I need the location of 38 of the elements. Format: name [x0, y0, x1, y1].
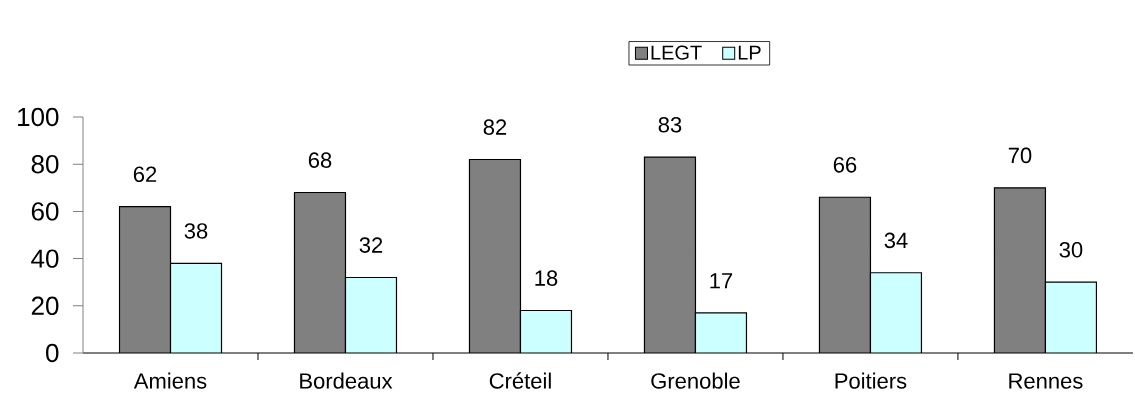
data-label: 82	[483, 119, 507, 135]
data-label: 17	[710, 273, 733, 289]
bar	[870, 272, 922, 353]
data-label: 83	[658, 116, 682, 133]
bar	[345, 277, 397, 353]
data-label: 68	[308, 152, 332, 168]
bar	[819, 197, 871, 353]
y-tick-label: 60	[31, 202, 59, 221]
bar	[993, 187, 1047, 353]
data-label: 18	[535, 270, 558, 286]
data-label: 38	[184, 223, 208, 239]
y-tick-label: 20	[31, 296, 59, 315]
data-label: 34	[884, 232, 908, 249]
bar	[469, 159, 521, 353]
x-tick-label: Amiens	[133, 372, 207, 389]
y-tick-label: 0	[46, 343, 59, 363]
x-tick-label: Rennes	[1009, 373, 1083, 389]
y-tick-label: 40	[31, 249, 59, 268]
x-tick-label: Bordeaux	[300, 372, 393, 389]
bar	[170, 263, 222, 353]
data-label: 66	[833, 157, 857, 173]
legend-label: LP	[738, 45, 761, 60]
x-tick-label: Créteil	[489, 372, 551, 389]
x-tick-label: Poitiers	[835, 372, 907, 389]
bar	[119, 206, 171, 353]
data-label: 62	[133, 166, 157, 183]
bar	[1044, 281, 1098, 353]
y-tick-label: 80	[31, 154, 59, 174]
legend-label: LEGT	[651, 45, 702, 60]
data-label: 70	[1008, 147, 1032, 164]
bar	[695, 312, 747, 353]
bar	[520, 310, 572, 353]
data-label: 32	[359, 237, 383, 253]
y-tick-label: 100	[18, 107, 59, 127]
bar	[294, 192, 346, 353]
bar	[644, 157, 696, 353]
x-tick-label: Grenoble	[651, 372, 740, 389]
data-label: 30	[1059, 242, 1083, 258]
